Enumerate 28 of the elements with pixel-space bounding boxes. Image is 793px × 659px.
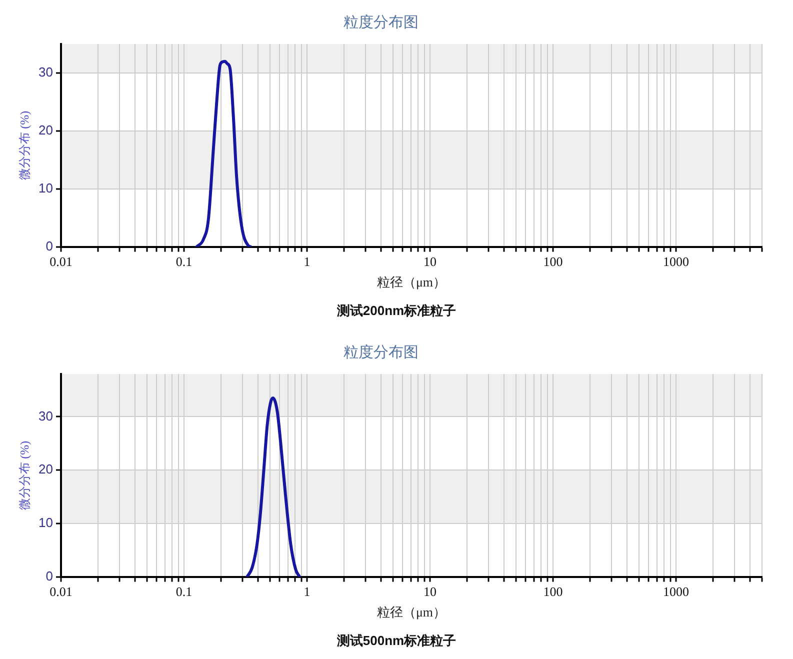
y-tick-label: 20 (38, 122, 53, 138)
y-tick-label: 0 (46, 568, 53, 584)
text: 测试200nm标准粒子 (336, 302, 458, 319)
y-tick-label: 0 (46, 238, 53, 254)
text: 测试500nm标准粒子 (336, 632, 458, 649)
chart-title: 粒度分布图 (344, 344, 418, 361)
x-tick-label: 1 (304, 254, 310, 270)
y-tick-label: 30 (38, 64, 53, 80)
x-tick-label: 0.01 (50, 254, 72, 270)
y-tick-label: 10 (38, 515, 53, 530)
x-axis-title: 粒径（μm） (376, 604, 446, 620)
y-tick-label: 10 (38, 180, 53, 196)
x-tick-label: 100 (543, 584, 563, 600)
y-tick-label: 30 (38, 408, 53, 424)
x-tick-label: 0.1 (176, 584, 192, 600)
x-tick-label: 1 (304, 584, 310, 600)
y-axis-title: 微分分布 (%) (17, 110, 32, 180)
x-tick-label: 0.01 (50, 584, 72, 600)
x-tick-label: 10 (424, 254, 437, 270)
x-axis-title: 粒径（μm） (376, 274, 446, 290)
x-tick-label: 100 (543, 254, 563, 270)
y-axis-title: 微分分布 (%) (17, 440, 32, 510)
y-tick-label: 20 (38, 462, 53, 477)
x-tick-label: 1000 (663, 584, 690, 600)
x-tick-label: 1000 (663, 254, 690, 270)
x-tick-label: 0.1 (176, 254, 192, 270)
chart-title: 粒度分布图 (344, 14, 418, 31)
x-tick-label: 10 (424, 584, 437, 600)
